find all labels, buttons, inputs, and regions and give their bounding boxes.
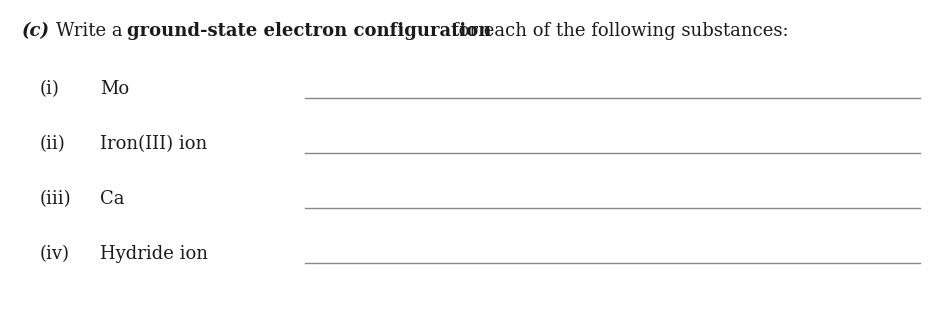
Text: (ii): (ii) (40, 135, 66, 153)
Text: Hydride ion: Hydride ion (100, 245, 208, 263)
Text: (c): (c) (22, 22, 50, 40)
Text: (iii): (iii) (40, 190, 71, 208)
Text: Iron(III) ion: Iron(III) ion (100, 135, 208, 153)
Text: Mo: Mo (100, 80, 130, 98)
Text: Ca: Ca (100, 190, 125, 208)
Text: for each of the following substances:: for each of the following substances: (452, 22, 789, 40)
Text: ground-state electron configuration: ground-state electron configuration (127, 22, 491, 40)
Text: Write a: Write a (56, 22, 123, 40)
Text: (i): (i) (40, 80, 60, 98)
Text: (iv): (iv) (40, 245, 70, 263)
